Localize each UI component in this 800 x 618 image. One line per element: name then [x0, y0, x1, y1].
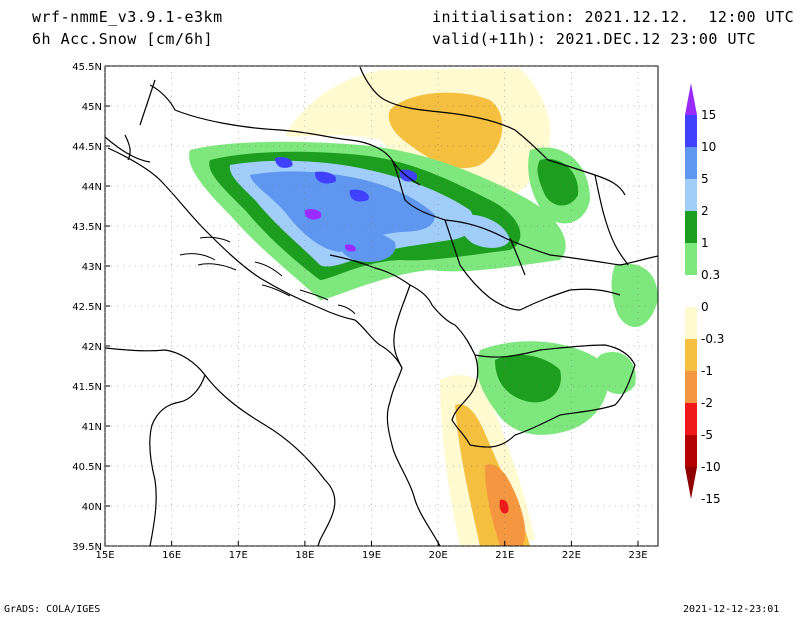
- snow-area-dark-south: [495, 354, 561, 403]
- colorbar-label: -5: [701, 428, 713, 442]
- colorbar: 15 10 5 2 1 0.3 0 -0.3 -1 -2 -5 -10 -15: [685, 83, 724, 506]
- valid-time: valid(+11h): 2021.DEC.12 23:00 UTC: [432, 30, 757, 48]
- islands: [179, 236, 356, 315]
- colorbar-swatch: [685, 243, 697, 275]
- lat-tick-label: 40N: [82, 502, 102, 513]
- colorbar-label: 10: [701, 140, 716, 154]
- snow-area-heavy-4: [349, 189, 369, 202]
- colorbar-label: 15: [701, 108, 716, 122]
- snow-area-heavy-5: [399, 169, 418, 182]
- lat-tick-label: 44.5N: [72, 142, 102, 153]
- colorbar-swatch: [685, 403, 697, 435]
- colorbar-swatch: [685, 147, 697, 179]
- snow-area-heavy-3: [304, 209, 322, 220]
- colorbar-label: 5: [701, 172, 709, 186]
- lon-tick-label: 18E: [295, 550, 314, 561]
- lon-tick-label: 15E: [95, 550, 114, 561]
- axis-ticks: 15E 16E 17E 18E 19E 20E 21E 22E 23E 39.5N 40N 40.5N…: [72, 62, 658, 561]
- lon-tick-label: 22E: [562, 550, 581, 561]
- lat-tick-label: 42.5N: [72, 302, 102, 313]
- colorbar-swatch: [685, 115, 697, 147]
- colorbar-top-arrow: [685, 83, 697, 115]
- snow-area-heavy-1: [275, 157, 293, 168]
- lat-tick-label: 41.5N: [72, 382, 102, 393]
- lon-tick-label: 19E: [362, 550, 381, 561]
- colorbar-label: -1: [701, 364, 713, 378]
- colorbar-swatch: [685, 275, 697, 307]
- snow-area-heavy-6: [344, 244, 356, 252]
- lon-tick-label: 23E: [628, 550, 647, 561]
- colorbar-swatch: [685, 179, 697, 211]
- colorbar-label: -2: [701, 396, 713, 410]
- lat-tick-label: 40.5N: [72, 462, 102, 473]
- colorbar-swatch: [685, 435, 697, 467]
- lon-tick-label: 16E: [162, 550, 181, 561]
- colorbar-swatch: [685, 211, 697, 243]
- colorbar-swatch: [685, 307, 697, 339]
- footer-right: 2021-12-12-23:01: [683, 604, 780, 615]
- model-title: wrf-nmmE_v3.9.1-e3km: [32, 8, 223, 26]
- lat-tick-label: 41N: [82, 422, 102, 433]
- colorbar-label: -10: [701, 460, 721, 474]
- colorbar-label: -0.3: [701, 332, 724, 346]
- snow-area-blue: [250, 171, 435, 252]
- lat-tick-label: 42N: [82, 342, 102, 353]
- colorbar-swatch: [685, 339, 697, 371]
- lat-tick-label: 45.5N: [72, 62, 102, 73]
- snow-area-lightblue-e: [458, 214, 510, 248]
- colorbar-swatch: [685, 371, 697, 403]
- lat-tick-label: 43.5N: [72, 222, 102, 233]
- coastline: [105, 79, 441, 546]
- snow-area-heavy-2: [314, 171, 337, 184]
- lon-tick-label: 17E: [229, 550, 248, 561]
- lon-tick-label: 20E: [429, 550, 448, 561]
- lat-tick-label: 45N: [82, 102, 102, 113]
- snow-area-blue-s: [335, 229, 396, 262]
- colorbar-label: 0: [701, 300, 709, 314]
- snow-area-southeast: [595, 351, 636, 395]
- snow-area-east2: [611, 263, 658, 327]
- variable-title: 6h Acc.Snow [cm/6h]: [32, 30, 214, 48]
- init-time: initialisation: 2021.12.12. 12:00 UTC: [432, 8, 795, 26]
- melt-area-south-red: [499, 499, 509, 514]
- melt-area-north-core: [388, 92, 503, 169]
- lon-tick-label: 21E: [495, 550, 514, 561]
- colorbar-label: 1: [701, 236, 709, 250]
- colorbar-label: 2: [701, 204, 709, 218]
- colorbar-label: -15: [701, 492, 721, 506]
- snow-area-dark-east: [537, 159, 579, 206]
- colorbar-label: 0.3: [701, 268, 720, 282]
- footer-left: GrADS: COLA/IGES: [4, 604, 101, 615]
- colorbar-bottom-arrow: [685, 467, 697, 499]
- lat-tick-label: 44N: [82, 182, 102, 193]
- snow-field: [105, 66, 658, 546]
- lat-tick-label: 43N: [82, 262, 102, 273]
- lat-tick-label: 39.5N: [72, 542, 102, 553]
